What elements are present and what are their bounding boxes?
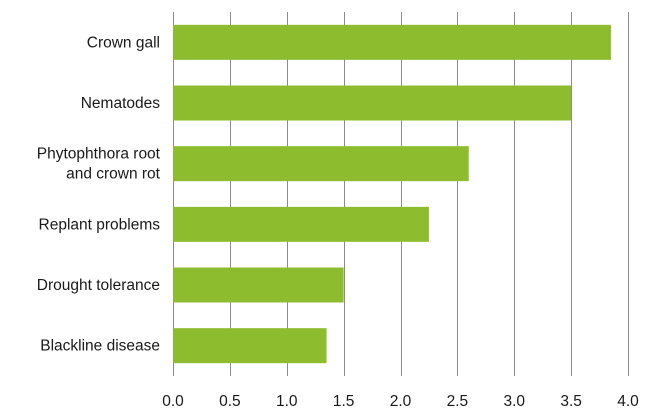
category-label: Drought tolerance: [37, 277, 160, 294]
bar: [173, 267, 344, 303]
x-tick-label: 2.0: [390, 393, 412, 410]
x-tick-label: 2.5: [447, 393, 469, 410]
category-label: Blackline disease: [40, 338, 160, 355]
x-tick-label: 3.5: [560, 393, 582, 410]
bar: [173, 85, 572, 121]
bar: [173, 206, 429, 242]
x-tick-label: 4.0: [617, 393, 639, 410]
bar: [173, 146, 469, 182]
bars: [173, 24, 611, 364]
category-label: and crown rot: [66, 166, 161, 183]
x-tick-labels: 0.0 0.5 1.0 1.5 2.0 2.5 3.0 3.5 4.0: [162, 393, 639, 410]
gridlines: [173, 12, 629, 376]
category-label: Phytophthora root: [37, 146, 161, 163]
x-tick-label: 0.5: [219, 393, 241, 410]
category-label: Crown gall: [87, 34, 160, 51]
category-label: Nematodes: [81, 95, 161, 112]
x-tick-label: 1.5: [333, 393, 355, 410]
category-labels: Crown gall Nematodes Phytophthora root and …: [37, 34, 161, 354]
x-tick-label: 1.0: [276, 393, 298, 410]
x-tick-label: 0.0: [162, 393, 184, 410]
x-tick-label: 3.0: [503, 393, 525, 410]
bar: [173, 24, 611, 60]
category-label: Replant problems: [39, 216, 161, 233]
bar: [173, 328, 327, 364]
